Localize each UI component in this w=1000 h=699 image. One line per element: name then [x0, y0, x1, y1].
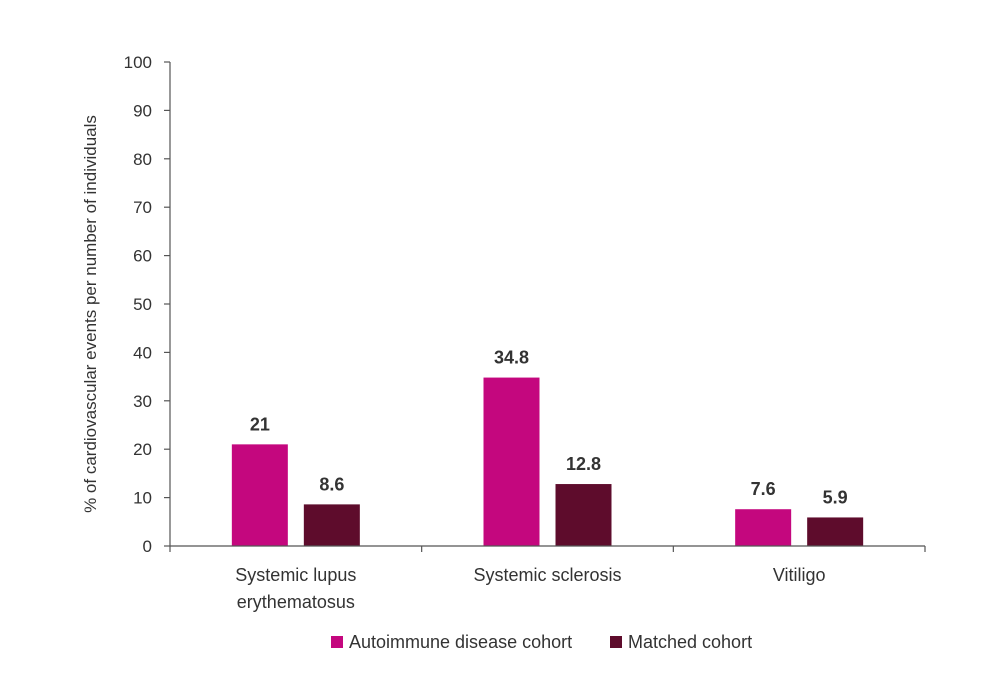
y-tick-label: 60 [133, 247, 152, 266]
bar-autoimmune-0 [231, 444, 288, 546]
data-labels: 21 8.6 34.8 12.8 7.6 5.9 [250, 348, 848, 508]
category-label: Vitiligo [773, 565, 826, 585]
data-label: 12.8 [566, 454, 601, 474]
category-label: Systemic sclerosis [473, 565, 621, 585]
bar-autoimmune-1 [483, 377, 540, 546]
category-label: erythematosus [237, 592, 355, 612]
bar-matched-2 [807, 517, 864, 546]
y-tick-label: 30 [133, 392, 152, 411]
data-label: 21 [250, 414, 270, 434]
legend-swatch-matched [610, 636, 622, 648]
legend: Autoimmune disease cohort Matched cohort [331, 632, 752, 652]
x-axis-ticks [169, 546, 926, 552]
data-label: 8.6 [319, 474, 344, 494]
category-label: Systemic lupus [235, 565, 356, 585]
y-tick-label: 100 [124, 53, 152, 72]
y-tick-label: 70 [133, 198, 152, 217]
data-label: 5.9 [823, 487, 848, 507]
y-tick-label: 40 [133, 343, 152, 362]
y-tick-label: 10 [133, 489, 152, 508]
y-axis-title: % of cardiovascular events per number of… [81, 115, 100, 513]
category-labels: Systemic lupus erythematosus Systemic scle… [235, 565, 825, 612]
y-axis-ticks: 0 10 20 30 40 50 60 70 80 90 100 [124, 53, 170, 556]
bar-matched-1 [555, 484, 612, 546]
data-label: 7.6 [751, 479, 776, 499]
bars [231, 377, 864, 546]
bar-matched-0 [303, 504, 360, 546]
bar-autoimmune-2 [735, 509, 792, 546]
y-tick-label: 20 [133, 440, 152, 459]
y-tick-label: 50 [133, 295, 152, 314]
legend-label: Matched cohort [628, 632, 752, 652]
legend-label: Autoimmune disease cohort [349, 632, 572, 652]
y-tick-label: 90 [133, 101, 152, 120]
data-label: 34.8 [494, 348, 529, 368]
y-tick-label: 80 [133, 150, 152, 169]
legend-swatch-autoimmune [331, 636, 343, 648]
y-tick-label: 0 [143, 537, 152, 556]
